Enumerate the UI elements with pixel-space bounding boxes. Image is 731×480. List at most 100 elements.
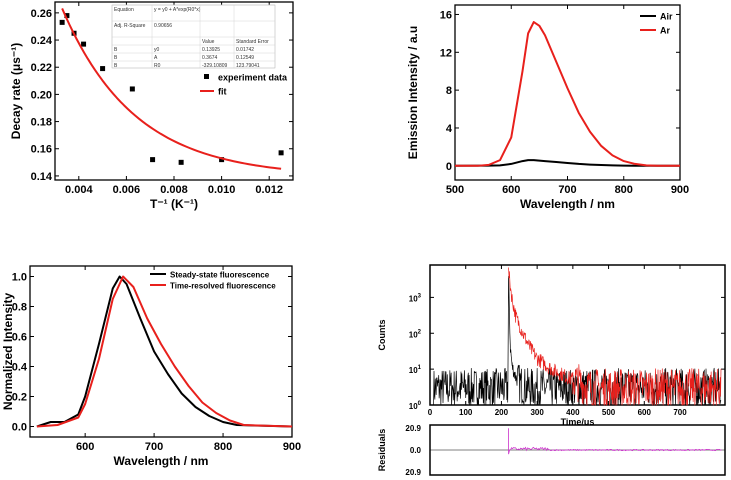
data-point [178, 159, 184, 165]
table-cell: -329.10809 [202, 63, 228, 69]
series-0-line [433, 276, 722, 406]
data-point [81, 41, 87, 47]
normalized-chart: 600 700 800 900 0.0 0.2 0.4 0.6 0.8 1.0 Wavelength… [1, 265, 301, 468]
legend-label: Air [660, 12, 673, 22]
table-cell: Equation [114, 7, 134, 13]
y-tick-label: 0.16 [31, 144, 52, 156]
data-point [64, 13, 70, 19]
y-tick-label: 100 [409, 401, 422, 411]
plot-frame [454, 4, 681, 181]
y-tick-label: 0.4 [12, 362, 28, 374]
table-cell: y = y0 + A*exp(R0*x) [154, 7, 201, 13]
y-tick-label: 0.0 [12, 422, 27, 434]
table-cell: A [154, 55, 158, 61]
y-tick-label: 0.20 [31, 89, 52, 101]
table-cell: 0.12549 [236, 55, 254, 61]
x-tick-label: 800 [615, 184, 633, 196]
time-resolved-fluorescence-line [36, 275, 293, 428]
decay-chart: 0.004 0.006 0.008 0.010 0.012 0.14 0.16 0.18 0.2… [9, 1, 294, 211]
table-cell: 0.90656 [154, 23, 172, 29]
y-tick-label: 0 [446, 161, 452, 173]
x-tick-label: 800 [214, 441, 232, 453]
y-tick-label: 0.8 [12, 302, 27, 314]
plot-frame [429, 264, 726, 406]
residuals-label: Residuals [377, 429, 387, 472]
x-tick-label: 700 [145, 441, 163, 453]
y-axis-label: Decay rate (μs⁻¹) [9, 43, 23, 139]
x-tick-label: 900 [671, 184, 689, 196]
data-point [219, 157, 225, 163]
y-tick-label: 0.26 [31, 8, 52, 20]
y-tick-label: 0.18 [31, 117, 52, 129]
legend-label: Steady-state fluorescence [170, 271, 270, 280]
x-axis-label: Wavelength / nm [520, 197, 615, 211]
residuals-line [508, 428, 722, 455]
residual-tick-label: 20.9 [405, 468, 421, 477]
y-tick-label: 12 [440, 47, 452, 59]
y-tick-label: 0.2 [12, 392, 27, 404]
plot-frame [29, 265, 293, 438]
y-axis-label: Counts [377, 320, 387, 351]
x-tick-label: 100 [459, 408, 473, 417]
x-tick-label: 0.008 [160, 184, 188, 196]
residual-tick-label: 20.9 [405, 424, 421, 433]
y-tick-label: 102 [409, 329, 422, 339]
x-tick-label: 700 [673, 408, 687, 417]
x-tick-label: 600 [502, 184, 520, 196]
ar-line [455, 21, 680, 167]
y-tick-label: 103 [409, 293, 422, 303]
x-tick-label: 0.006 [113, 184, 141, 196]
y-tick-label: 16 [440, 9, 452, 21]
series-1-line [508, 267, 722, 406]
x-axis-label: Time/us [561, 417, 595, 427]
y-axis-label: Normalized Intensity [1, 292, 15, 410]
x-tick-label: 0.012 [255, 184, 283, 196]
y-tick-label: 1.0 [12, 272, 27, 284]
table-cell: 0.13925 [202, 47, 220, 53]
y-tick-label: 8 [446, 85, 452, 97]
table-frame [111, 4, 276, 69]
legend-label: fit [218, 87, 227, 97]
x-tick-label: 600 [638, 408, 652, 417]
table-cell: y0 [154, 47, 160, 53]
emission-chart: 500 600 700 800 900 0 4 8 12 16 Wavelength / nm Emi… [406, 4, 689, 211]
x-axis-label: T⁻¹ (K⁻¹) [150, 197, 198, 211]
y-tick-exponent: 3 [418, 293, 422, 299]
x-tick-label: 0 [428, 408, 433, 417]
air-line [454, 159, 680, 167]
data-point [150, 157, 156, 163]
data-point [129, 86, 135, 92]
x-tick-label: 500 [446, 184, 464, 196]
y-tick-exponent: 1 [418, 365, 422, 371]
fit-line [61, 8, 282, 170]
table-cell: R0 [154, 63, 161, 69]
y-tick-exponent: 2 [418, 329, 422, 335]
table-cell: B [114, 63, 118, 69]
table-cell: Value [202, 39, 215, 45]
table-cell: B [114, 55, 118, 61]
y-tick-label: 0.24 [31, 35, 53, 47]
table-cell: B [114, 47, 118, 53]
legend-marker [204, 74, 209, 79]
table-cell: 123.79041 [236, 63, 260, 69]
legend-label: Ar [660, 26, 670, 36]
data-point [100, 66, 106, 72]
x-tick-label: 500 [602, 408, 616, 417]
x-tick-label: 900 [283, 441, 301, 453]
legend-label: experiment data [218, 73, 288, 83]
x-axis-label: Wavelength / nm [114, 454, 209, 468]
y-tick-label: 0.6 [12, 332, 27, 344]
decay-trace-chart: 0 100 200 300 400 500 600 700100101102103Time/u… [377, 264, 726, 477]
table-cell: 0.01742 [236, 47, 254, 53]
y-tick-label: 101 [409, 365, 422, 375]
table-cell: Standard Error [236, 39, 269, 45]
y-tick-exponent: 0 [418, 401, 422, 407]
y-tick-label: 0.14 [31, 171, 53, 183]
x-tick-label: 200 [495, 408, 509, 417]
x-tick-label: 700 [558, 184, 576, 196]
data-point [59, 19, 65, 25]
table-cell: Adj. R-Square [114, 23, 146, 29]
x-tick-label: 400 [566, 408, 580, 417]
fit-table: Equation y = y0 + A*exp(R0*x) Adj. R-Squar… [111, 4, 276, 69]
x-tick-label: 300 [530, 408, 544, 417]
